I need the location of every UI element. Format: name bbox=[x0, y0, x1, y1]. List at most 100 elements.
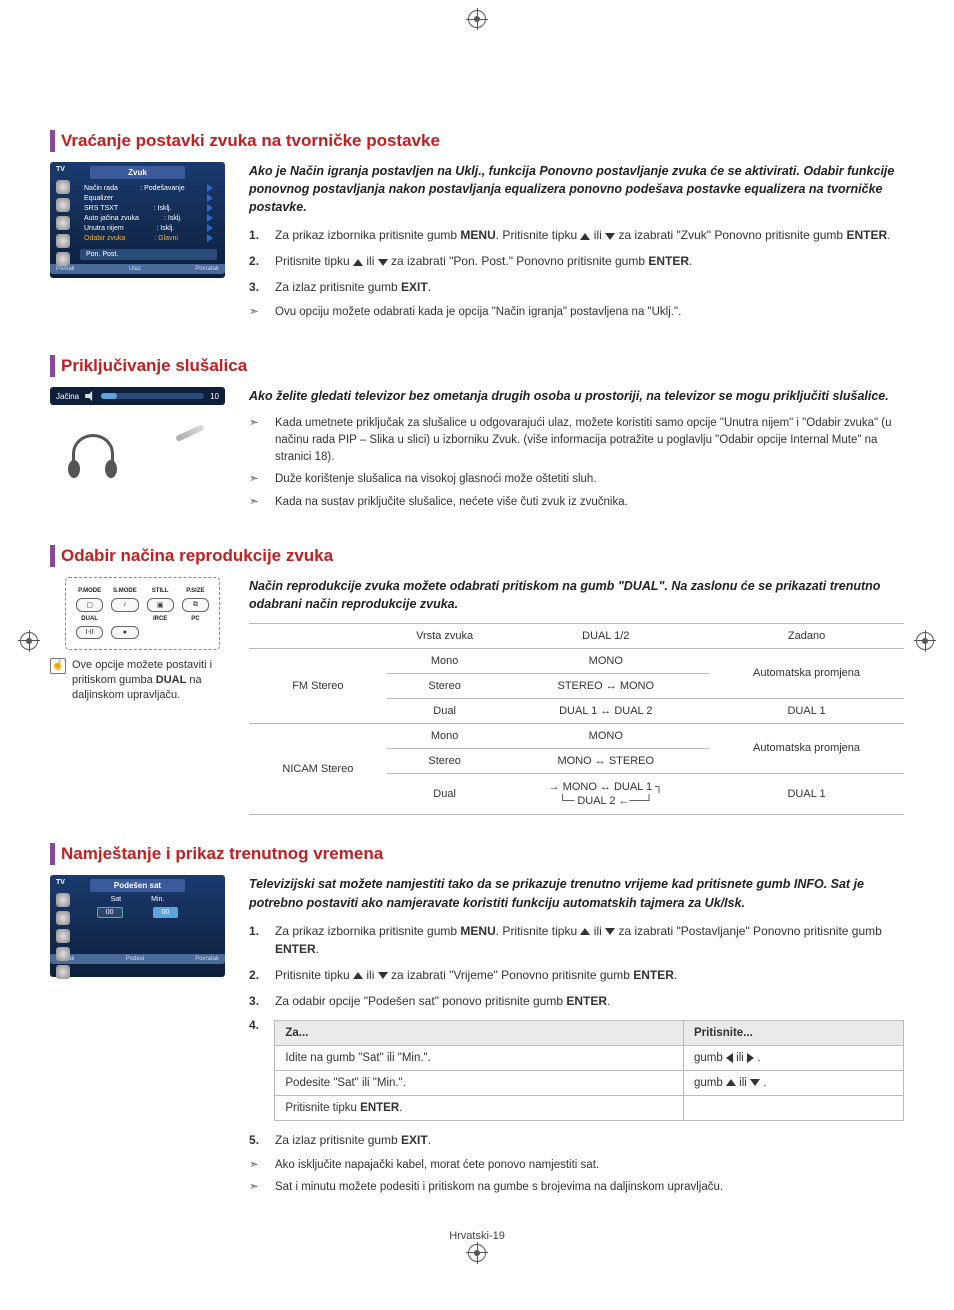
note-item: Ovu opciju možete odabrati kada je opcij… bbox=[249, 304, 904, 321]
tv-menu-row: SRS TSXT: Isklj. bbox=[80, 203, 217, 213]
tv-menu-title: Podešen sat bbox=[90, 879, 185, 892]
cell-default: Automatska promjena bbox=[709, 723, 904, 773]
intro-text: Televizijski sat možete namjestiti tako … bbox=[249, 875, 904, 911]
intro-text: Ako želite gledati televizor bez ometanj… bbox=[249, 387, 904, 405]
step-item: Za izlaz pritisnite gumb EXIT. bbox=[249, 1131, 904, 1149]
menu-icon bbox=[56, 893, 70, 907]
heading-text: Namještanje i prikaz trenutnog vremena bbox=[61, 844, 383, 864]
tv-menu-row: Odabir zvuka: Glavni bbox=[80, 233, 217, 243]
th-za: Za... bbox=[275, 1020, 684, 1045]
cell-type: Mono bbox=[387, 723, 503, 748]
note-item: Duže korištenje slušalica na visokoj gla… bbox=[249, 471, 904, 488]
heading-text: Priključivanje slušalica bbox=[61, 356, 247, 376]
footer-label: Povratak bbox=[195, 266, 219, 272]
volume-bar: Jačina 10 bbox=[50, 387, 225, 405]
remote-button: ● bbox=[111, 626, 138, 639]
cell-default: Automatska promjena bbox=[709, 648, 904, 698]
footer-label: Podesi bbox=[126, 956, 144, 962]
intro-text: Način reprodukcije zvuka možete odabrati… bbox=[249, 577, 904, 613]
th-type: Vrsta zvuka bbox=[387, 623, 503, 648]
remote-label: P.SIZE bbox=[182, 588, 209, 594]
cell-default: DUAL 1 bbox=[709, 698, 904, 723]
menu-icon bbox=[56, 929, 70, 943]
remote-button: ⧉ bbox=[182, 598, 209, 612]
remote-note-text: Ove opcije možete postaviti i pritiskom … bbox=[72, 658, 235, 704]
cell-type: Stereo bbox=[387, 748, 503, 773]
remote-label: PC bbox=[182, 616, 209, 622]
tv-menu-title: Zvuk bbox=[90, 166, 185, 179]
step-item: Za odabir opcije "Podešen sat" ponovo pr… bbox=[249, 992, 904, 1010]
remote-label: IRCE bbox=[147, 616, 174, 622]
step-item: Za prikaz izbornika pritisnite gumb MENU… bbox=[249, 226, 904, 244]
remote-note-icon: ☝ bbox=[50, 658, 66, 674]
section-heading: Vraćanje postavki zvuka na tvorničke pos… bbox=[50, 130, 904, 152]
footer-label: Pomak bbox=[56, 266, 75, 272]
menu-icon bbox=[56, 911, 70, 925]
remote-note: ☝ Ove opcije možete postaviti i pritisko… bbox=[50, 658, 235, 704]
tv-menu-row: Equalizer bbox=[80, 193, 217, 203]
table-row: Podesite "Sat" ili "Min.".gumb ili . bbox=[275, 1070, 904, 1095]
menu-icon bbox=[56, 198, 70, 212]
section-factory-reset: Vraćanje postavki zvuka na tvorničke pos… bbox=[50, 130, 904, 327]
table-row: FM StereoMonoMONOAutomatska promjena bbox=[249, 648, 904, 673]
cell-type: Mono bbox=[387, 648, 503, 673]
cell-group: FM Stereo bbox=[249, 648, 387, 723]
th-press: Pritisnite... bbox=[683, 1020, 903, 1045]
note-item: Kada na sustav priključite slušalice, ne… bbox=[249, 494, 904, 511]
headphone-illustration bbox=[50, 413, 225, 483]
cell-action: Idite na gumb "Sat" ili "Min.". bbox=[275, 1045, 684, 1070]
tv-menu-row: Auto jačina zvuka: Isklj. bbox=[80, 213, 217, 223]
remote-label: S.MODE bbox=[111, 588, 138, 594]
registration-mark bbox=[468, 1244, 486, 1262]
heading-bar bbox=[50, 843, 55, 865]
cell-dual: MONO ↔ STEREO bbox=[503, 748, 710, 773]
step-item: Za izlaz pritisnite gumb EXIT. bbox=[249, 278, 904, 296]
cell-dual: → MONO ↔ DUAL 1 ┐└─ DUAL 2 ←──┘ bbox=[503, 773, 710, 815]
page-number: Hrvatski-19 bbox=[50, 1230, 904, 1242]
sound-mode-table: Vrsta zvuka DUAL 1/2 Zadano FM StereoMon… bbox=[249, 623, 904, 816]
remote-label bbox=[111, 616, 138, 622]
tv-label: TV bbox=[56, 879, 65, 886]
cell-button: gumb ili . bbox=[683, 1070, 903, 1095]
cell-dual: MONO bbox=[503, 648, 710, 673]
cell-dual: STEREO ↔ MONO bbox=[503, 673, 710, 698]
col-label: Sat bbox=[111, 896, 122, 903]
step-number: 4. bbox=[249, 1018, 264, 1121]
remote-label: STILL bbox=[147, 588, 174, 594]
section-heading: Odabir načina reprodukcije zvuka bbox=[50, 545, 904, 567]
step-item: Za prikaz izbornika pritisnite gumb MENU… bbox=[249, 922, 904, 958]
th-empty bbox=[249, 623, 387, 648]
cell-type: Dual bbox=[387, 698, 503, 723]
volume-track bbox=[101, 393, 204, 399]
cell-type: Dual bbox=[387, 773, 503, 815]
volume-label: Jačina bbox=[56, 392, 79, 401]
tv-menu-button: Pon. Post. bbox=[80, 249, 217, 260]
section-heading: Namještanje i prikaz trenutnog vremena bbox=[50, 843, 904, 865]
za-table: Za... Pritisnite... Idite na gumb "Sat" … bbox=[274, 1020, 904, 1121]
table-row: Pritisnite tipku ENTER. bbox=[275, 1095, 904, 1120]
clock-value: 00 bbox=[97, 907, 123, 918]
tv-footer: Pomak Ulaz Povratak bbox=[50, 264, 225, 274]
th-dual: DUAL 1/2 bbox=[503, 623, 710, 648]
menu-icon bbox=[56, 965, 70, 979]
section-heading: Priključivanje slušalica bbox=[50, 355, 904, 377]
heading-bar bbox=[50, 130, 55, 152]
tv-footer: Pomak Podesi Povratak bbox=[50, 954, 225, 964]
cell-button bbox=[683, 1095, 903, 1120]
note-item: Kada umetnete priključak za slušalice u … bbox=[249, 415, 904, 465]
cell-action: Pritisnite tipku ENTER. bbox=[275, 1095, 684, 1120]
menu-icon bbox=[56, 180, 70, 194]
cell-button: gumb ili . bbox=[683, 1045, 903, 1070]
tv-clock-thumbnail: TV Podešen sat Sat Min. bbox=[50, 875, 225, 977]
cell-type: Stereo bbox=[387, 673, 503, 698]
tv-menu-row: Unutra nijem: Isklj. bbox=[80, 223, 217, 233]
heading-bar bbox=[50, 355, 55, 377]
th-default: Zadano bbox=[709, 623, 904, 648]
footer-label: Ulaz bbox=[129, 266, 141, 272]
speaker-icon bbox=[85, 391, 95, 401]
heading-bar bbox=[50, 545, 55, 567]
menu-icon bbox=[56, 947, 70, 961]
headphone-icon bbox=[70, 440, 115, 478]
remote-button: ▣ bbox=[147, 598, 174, 612]
remote-button: ♪ bbox=[111, 598, 138, 612]
